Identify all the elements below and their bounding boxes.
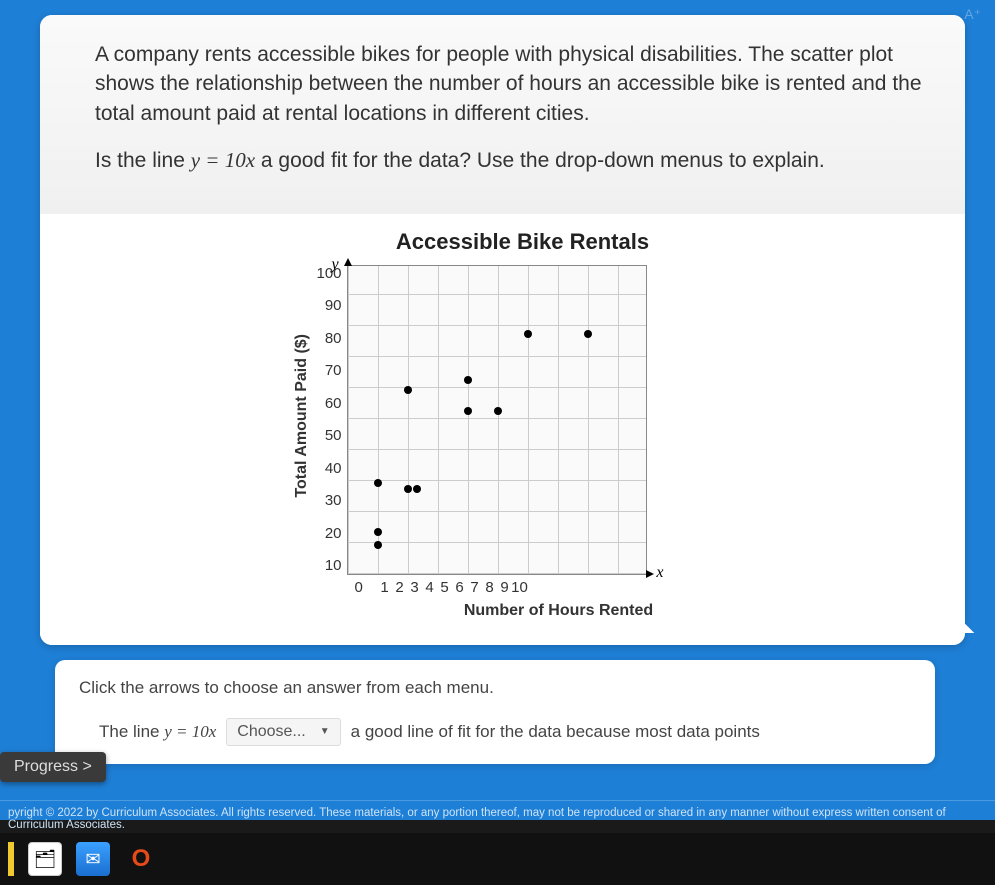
y-ticks: 100908070605040302010 [317, 265, 347, 575]
mail-icon[interactable]: ✉ [76, 842, 110, 876]
x-ticks: 012345678910 [365, 575, 665, 596]
office-icon[interactable]: O [124, 842, 158, 876]
data-point [374, 528, 382, 536]
data-point [404, 386, 412, 394]
question-text: A company rents accessible bikes for peo… [40, 15, 965, 214]
progress-button[interactable]: Progress > [0, 752, 106, 782]
page-background: A⁺ A company rents accessible bikes for … [0, 0, 995, 820]
y-tick: 80 [325, 330, 342, 347]
taskbar-accent [8, 842, 14, 876]
data-point [464, 407, 472, 415]
data-point [404, 485, 412, 493]
y-tick: 70 [325, 362, 342, 379]
question-paragraph: A company rents accessible bikes for peo… [95, 40, 935, 128]
y-axis-arrow-icon [344, 258, 352, 266]
files-icon[interactable]: 🗂 [28, 842, 62, 876]
taskbar: 🗂 ✉ O [0, 833, 995, 885]
y-tick: 30 [325, 492, 342, 509]
answer-sentence: The line y = 10x Choose... ▼ a good line… [79, 718, 911, 746]
x-tick: 10 [505, 579, 535, 596]
data-point [584, 330, 592, 338]
answer-instruction: Click the arrows to choose an answer fro… [79, 678, 911, 698]
data-point [374, 479, 382, 487]
chevron-down-icon: ▼ [320, 726, 330, 737]
x-var-label: x [656, 564, 663, 582]
y-tick: 50 [325, 427, 342, 444]
data-point [494, 407, 502, 415]
y-tick: 10 [325, 557, 342, 574]
data-point [413, 485, 421, 493]
y-tick: 20 [325, 525, 342, 542]
y-var-label: y [332, 256, 339, 274]
data-point [524, 330, 532, 338]
cursor-icon: ◣ [962, 616, 974, 636]
y-tick: 90 [325, 297, 342, 314]
chart-title: Accessible Bike Rentals [333, 229, 713, 255]
x-tick: 0 [355, 579, 370, 596]
scatter-plot: y x [347, 265, 647, 575]
copyright-text: pyright © 2022 by Curriculum Associates.… [0, 800, 995, 837]
data-point [464, 376, 472, 384]
x-axis-arrow-icon [646, 570, 654, 578]
equation: y = 10x [191, 148, 255, 172]
answer-card: Click the arrows to choose an answer fro… [55, 660, 935, 764]
y-axis-label: Total Amount Paid ($) [293, 334, 311, 498]
read-aloud-icon[interactable]: A⁺ [964, 6, 981, 23]
y-tick: 40 [325, 460, 342, 477]
question-card: A company rents accessible bikes for peo… [40, 15, 965, 645]
question-line2: Is the line y = 10x a good fit for the d… [95, 146, 935, 175]
answer-equation: y = 10x [164, 722, 216, 741]
chart-area: Accessible Bike Rentals Total Amount Pai… [40, 214, 965, 645]
data-point [374, 541, 382, 549]
choose-dropdown[interactable]: Choose... ▼ [226, 718, 340, 746]
y-tick: 60 [325, 395, 342, 412]
x-axis-label: Number of Hours Rented [405, 602, 713, 620]
